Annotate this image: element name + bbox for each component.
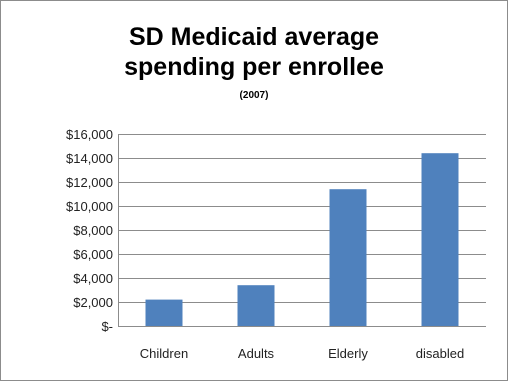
x-category-label: Children	[140, 346, 188, 361]
y-tick-label: $6,000	[73, 247, 113, 262]
y-tick-label: $16,000	[66, 127, 113, 142]
chart-title: SD Medicaid average spending per enrolle…	[0, 22, 508, 82]
y-tick-label: $2,000	[73, 295, 113, 310]
chart-title-line-1: SD Medicaid average	[128, 23, 380, 51]
chart-title-line-2: spending per enrollee	[124, 53, 384, 81]
y-tick-label: $8,000	[73, 223, 113, 238]
x-category-label: disabled	[416, 346, 464, 361]
y-tick-label: $10,000	[66, 199, 113, 214]
y-tick-label: $12,000	[66, 175, 113, 190]
y-tick-label: $-	[101, 319, 113, 334]
x-category-label: Elderly	[328, 346, 368, 361]
bar	[329, 189, 367, 326]
x-category-label: Adults	[238, 346, 275, 361]
bar	[237, 285, 275, 326]
bar	[421, 153, 459, 326]
y-tick-label: $4,000	[73, 271, 113, 286]
y-tick-label: $14,000	[66, 151, 113, 166]
bar	[145, 299, 183, 326]
chart-subtitle: (2007)	[239, 90, 269, 101]
